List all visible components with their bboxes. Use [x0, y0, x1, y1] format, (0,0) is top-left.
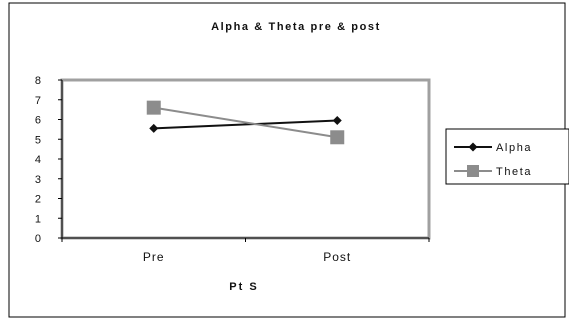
y-axis: 0 1 2 3 4 5 6 7 8 — [35, 75, 63, 245]
series-layer — [146, 100, 345, 145]
y-tick-label: 5 — [35, 134, 41, 146]
y-tick-label: 4 — [35, 154, 41, 166]
data-point-theta — [330, 130, 345, 145]
series-line-theta — [153, 106, 338, 139]
legend: Alpha Theta — [445, 128, 569, 185]
legend-label-theta: Theta — [496, 166, 532, 178]
series-line-alpha — [153, 119, 338, 130]
y-tick-label: 8 — [35, 75, 41, 87]
x-axis-label: Pt S — [229, 281, 258, 293]
legend-marker-theta — [467, 165, 479, 177]
y-tick-label: 3 — [35, 174, 41, 186]
x-axis: Pre Post — [61, 237, 430, 264]
data-point-alpha — [149, 123, 159, 133]
legend-label-alpha: Alpha — [496, 142, 532, 154]
chart-title: Alpha & Theta pre & post — [211, 21, 381, 33]
data-point-alpha — [332, 115, 342, 125]
y-tick-label: 2 — [35, 194, 41, 206]
data-point-theta — [146, 100, 161, 115]
y-tick-label: 6 — [35, 115, 41, 127]
x-tick-label: Pre — [143, 250, 165, 264]
y-tick-label: 0 — [35, 233, 41, 245]
legend-box — [445, 128, 569, 185]
y-tick-label: 7 — [35, 95, 41, 107]
x-tick-label: Post — [323, 250, 351, 264]
y-tick-label: 1 — [35, 213, 41, 225]
legend-marker-alpha — [468, 142, 478, 152]
